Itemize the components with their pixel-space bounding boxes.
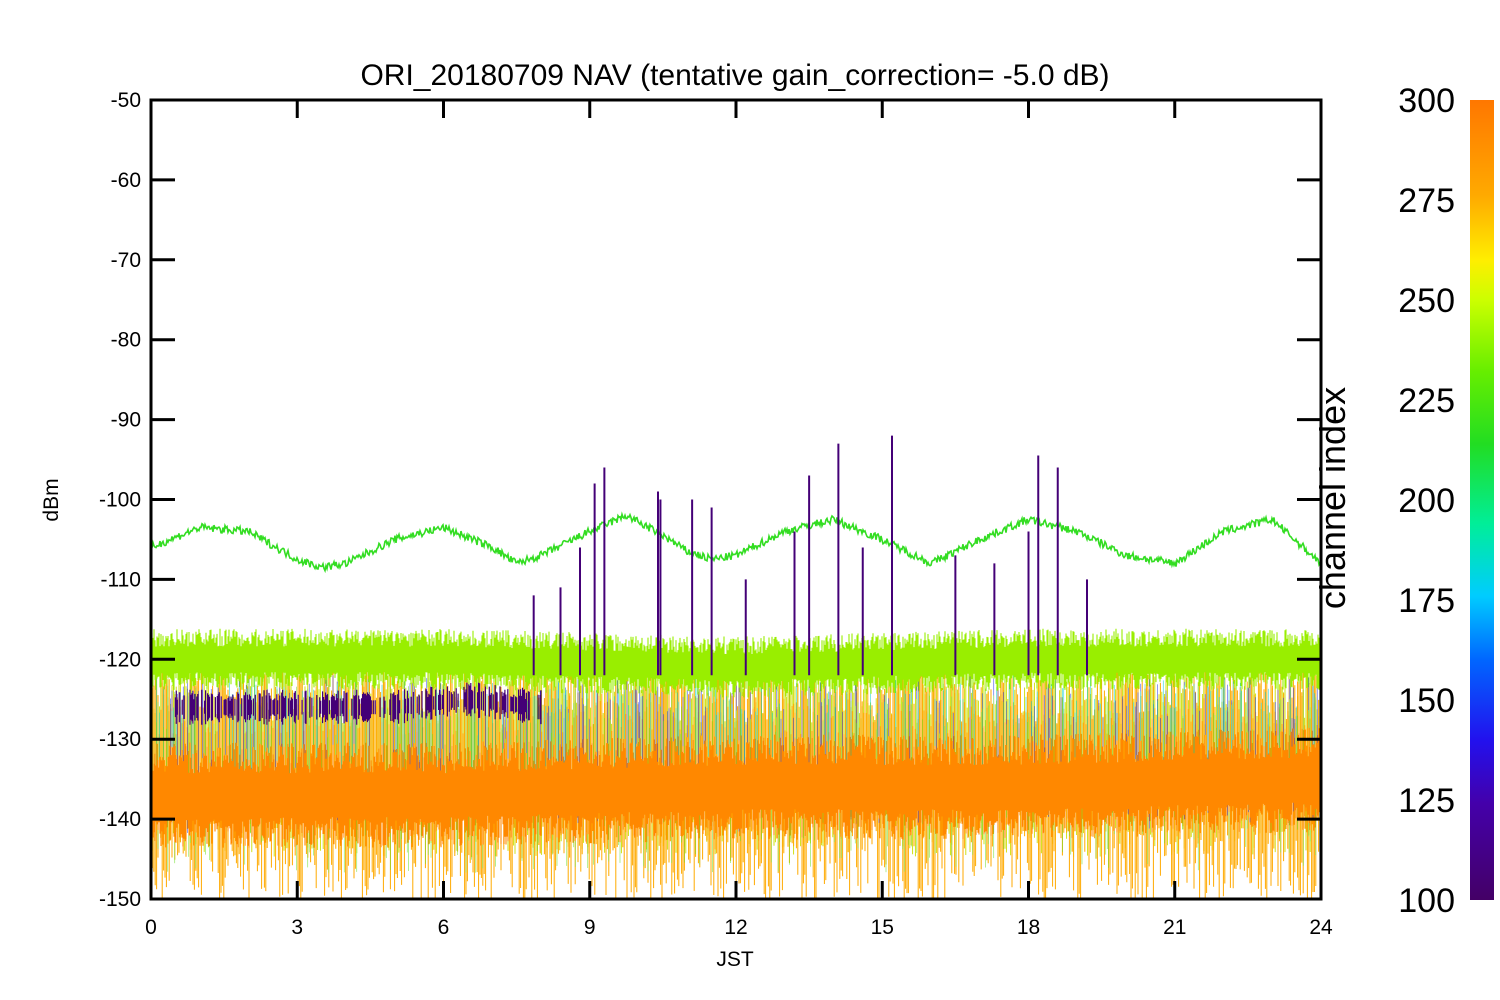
- x-tick-label: 6: [438, 916, 450, 939]
- series-3: [174, 682, 542, 725]
- colorbar-tick-label: 275: [1398, 182, 1455, 220]
- series-band: [151, 628, 1321, 698]
- series-2: [151, 726, 1321, 848]
- series-band: [174, 682, 542, 725]
- colorbar-tick-label: 300: [1398, 82, 1455, 120]
- y-tick-label: -50: [111, 89, 141, 112]
- x-tick-label: 0: [145, 916, 157, 939]
- colorbar-tick-label: 225: [1398, 382, 1455, 420]
- y-tick-label: -110: [101, 568, 141, 591]
- y-tick-label: -120: [99, 648, 141, 671]
- x-axis: 0 3 6 9 12 15 18 21 24: [145, 100, 1333, 939]
- y-tick-label: -80: [111, 329, 141, 352]
- chart-title: ORI_20180709 NAV (tentative gain_correct…: [360, 59, 1109, 92]
- y-tick-label: -100: [99, 489, 141, 512]
- x-tick-label: 12: [724, 916, 747, 939]
- x-tick-label: 9: [584, 916, 596, 939]
- y-tick-label: -60: [111, 169, 141, 192]
- colorbar: [1470, 100, 1494, 900]
- colorbar-label: channel index: [1312, 387, 1353, 609]
- y-tick-label: -130: [99, 728, 141, 751]
- x-tick-label: 21: [1163, 916, 1186, 939]
- series-0: [151, 511, 1321, 574]
- x-tick-label: 15: [871, 916, 894, 939]
- x-axis-label: JST: [716, 948, 754, 971]
- y-tick-label: -90: [111, 409, 141, 432]
- colorbar-tick-label: 250: [1398, 282, 1455, 320]
- y-tick-label: -70: [111, 249, 141, 272]
- colorbar-tick-label: 200: [1398, 482, 1455, 520]
- x-tick-label: 18: [1017, 916, 1040, 939]
- colorbar-tick-label: 175: [1398, 582, 1455, 620]
- colorbar-tick-label: 150: [1398, 682, 1455, 720]
- series-line: [151, 511, 1321, 574]
- y-tick-label: -140: [99, 808, 141, 831]
- series-4: [532, 435, 1088, 676]
- series-band: [151, 726, 1321, 848]
- series-layer: [151, 435, 1321, 848]
- y-axis-label: dBm: [40, 478, 63, 521]
- colorbar-ticks: 300 275 250 225 200 175 150 125 100: [1398, 82, 1455, 920]
- y-axis: -50 -60 -70 -80 -90 -100 -110 -120 -130 -140 -150: [99, 89, 1321, 911]
- y-tick-label: -150: [99, 888, 141, 911]
- plot-area: [151, 435, 1321, 899]
- colorbar-tick-label: 100: [1398, 882, 1455, 920]
- series-1: [151, 628, 1321, 698]
- colorbar-tick-label: 125: [1398, 782, 1455, 820]
- x-tick-label: 24: [1309, 916, 1333, 939]
- x-tick-label: 3: [291, 916, 303, 939]
